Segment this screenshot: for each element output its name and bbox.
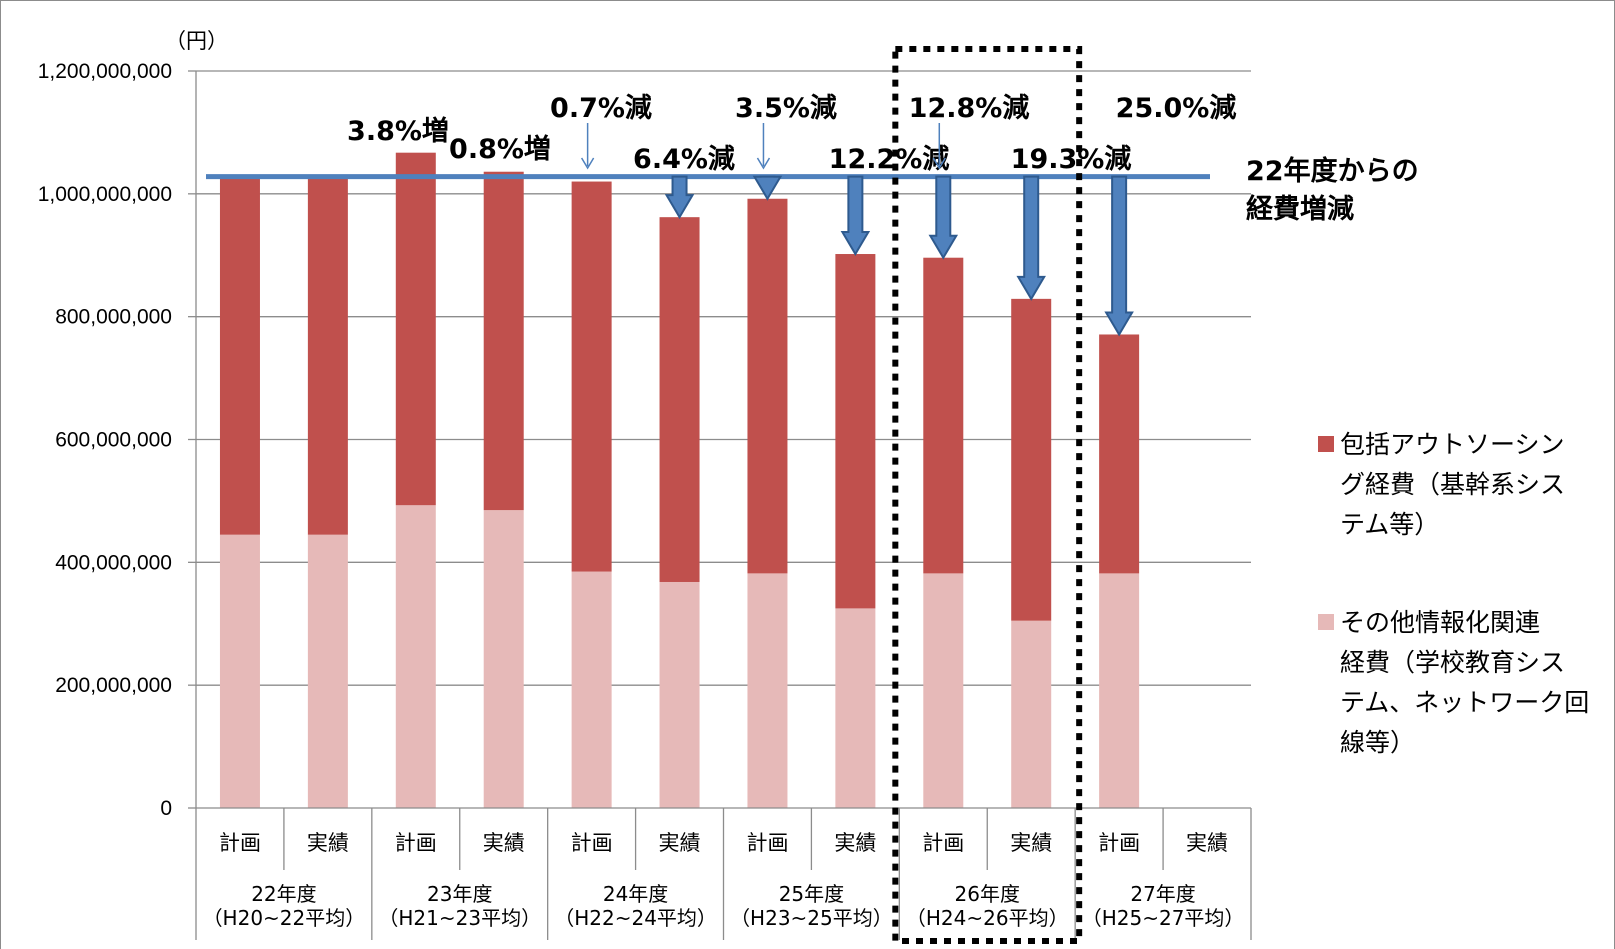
legend-label-line: 経費（学校教育シス: [1340, 648, 1565, 677]
legend-swatch: [1318, 436, 1334, 452]
decrease-arrow: [1016, 175, 1046, 301]
decrease-arrow: [928, 175, 959, 260]
bar-segment: [923, 573, 964, 808]
bar-segment: [571, 181, 612, 572]
y-tick-label: 0: [160, 797, 172, 820]
x-category-label: 実績: [483, 831, 525, 855]
x-category-label: 計画: [219, 831, 261, 855]
bar-segment: [659, 217, 700, 582]
y-unit-label: （円）: [165, 30, 228, 53]
x-category-label: 計画: [922, 831, 964, 855]
pointer-head: [756, 157, 771, 170]
x-group-labels: 22年度（H20~22平均） 23年度（H21~23平均） 24年度（H22~24平…: [203, 882, 1245, 930]
change-annotations: 3.8%増0.8%増 0.7%減 6.4%減3.5%減 12.2%減 12.8%減 19.…: [347, 93, 1236, 175]
bar-segment: [395, 505, 436, 808]
baseline-label-line: 経費増減: [1246, 193, 1354, 225]
pointer-head: [580, 157, 595, 170]
pointer-head: [932, 157, 946, 170]
x-category-label: 計画: [395, 831, 437, 855]
legend-label-line: 線等）: [1340, 728, 1415, 757]
y-tick-label: 1,000,000,000: [38, 183, 172, 206]
x-category-labels: 計画 実績 計画 実績 計画 実績 計画 実績 計画 実績 計画 実績: [219, 831, 1228, 855]
y-tick-label: 1,200,000,000: [38, 60, 172, 83]
legend-swatch: [1318, 614, 1334, 630]
bar-segment: [1011, 620, 1052, 808]
change-label: 19.3%減: [1011, 144, 1132, 175]
bars: [219, 152, 1140, 808]
x-category-label: 計画: [571, 831, 613, 855]
x-group-period-label: （H20~22平均）: [203, 906, 366, 930]
change-arrows: [664, 175, 1134, 337]
bar-segment: [483, 171, 524, 511]
x-category-label: 計画: [1098, 831, 1140, 855]
y-tick-label: 400,000,000: [55, 551, 172, 574]
bar-segment: [307, 534, 348, 808]
gridlines: [196, 70, 1251, 686]
decrease-arrow: [752, 175, 783, 201]
change-label: 0.8%増: [449, 133, 551, 165]
legend-label-line: テム、ネットワーク回: [1340, 688, 1589, 717]
bar-segment: [395, 152, 436, 506]
legend-label-line: 包括アウトソーシン: [1340, 430, 1565, 459]
bar-segment: [835, 254, 876, 609]
bar-segment: [747, 198, 788, 574]
change-label: 3.8%増: [347, 115, 449, 147]
bar-segment: [1011, 298, 1052, 621]
bar-segment: [219, 534, 260, 808]
y-tick-label: 200,000,000: [55, 674, 172, 697]
x-group-year-label: 26年度: [955, 882, 1020, 906]
change-label: 12.8%減: [909, 93, 1030, 124]
highlight-box: [892, 46, 1083, 944]
x-group-period-label: （H24~26平均）: [906, 906, 1069, 930]
change-label: 25.0%減: [1116, 93, 1237, 124]
x-group-period-label: （H22~24平均）: [554, 906, 717, 930]
y-tick-labels: 0 200,000,000 400,000,000 600,000,000 800,00…: [38, 60, 172, 820]
bar-segment: [307, 176, 348, 535]
x-group-period-label: （H21~23平均）: [378, 906, 541, 930]
x-group-period-label: （H25~27平均）: [1082, 906, 1245, 930]
decrease-arrow: [840, 175, 871, 256]
decrease-arrow: [664, 175, 695, 220]
x-category-label: 実績: [307, 831, 349, 855]
change-label: 6.4%減: [633, 144, 735, 175]
y-tick-label: 800,000,000: [55, 306, 172, 329]
decrease-arrow: [1104, 175, 1134, 337]
bar-segment: [219, 176, 260, 535]
y-tick-label: 600,000,000: [55, 429, 172, 452]
x-category-label: 実績: [1186, 831, 1228, 855]
bar-segment: [1099, 334, 1140, 574]
change-label: 0.7%減: [550, 93, 652, 124]
x-group-period-label: （H23~25平均）: [730, 906, 893, 930]
bar-segment: [835, 608, 876, 808]
bar-segment: [571, 571, 612, 808]
legend-label-line: テム等）: [1340, 510, 1439, 539]
x-group-year-label: 25年度: [779, 882, 844, 906]
change-label: 12.2%減: [829, 144, 950, 175]
legend-label-line: その他情報化関連: [1340, 608, 1540, 637]
change-label: 3.5%減: [735, 93, 837, 124]
bar-segment: [923, 257, 964, 574]
x-category-label: 実績: [834, 831, 876, 855]
bar-segment: [1099, 573, 1140, 808]
x-group-year-label: 27年度: [1130, 882, 1195, 906]
bar-segment: [747, 573, 788, 808]
highlight-box: [892, 46, 1083, 944]
bar-segment: [483, 510, 524, 808]
x-group-year-label: 22年度: [251, 882, 316, 906]
axes: [188, 70, 1252, 940]
x-category-label: 計画: [746, 831, 788, 855]
legend-label-line: グ経費（基幹系シス: [1340, 470, 1565, 499]
x-group-year-label: 23年度: [427, 882, 492, 906]
x-category-label: 実績: [659, 831, 701, 855]
baseline-label-line: 22年度からの: [1246, 155, 1419, 187]
bar-segment: [659, 581, 700, 808]
x-group-year-label: 24年度: [603, 882, 668, 906]
x-category-label: 実績: [1010, 831, 1052, 855]
